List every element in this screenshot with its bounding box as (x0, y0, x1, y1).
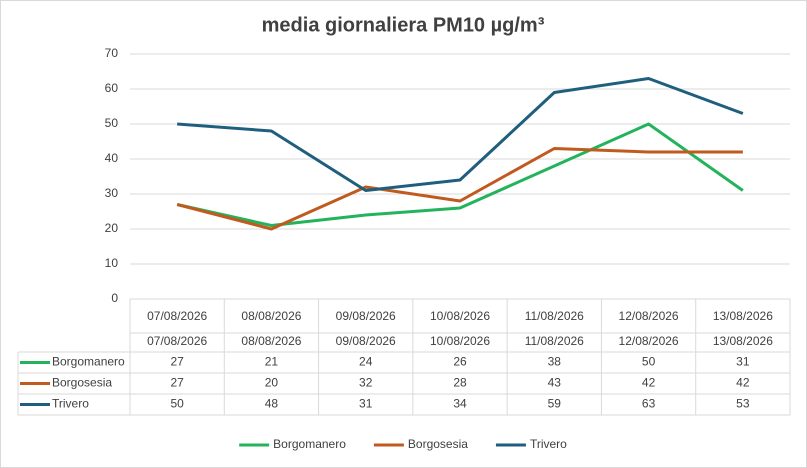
table-cell: 43 (548, 376, 562, 390)
table-cell: 48 (265, 397, 279, 411)
table-cell: 31 (736, 355, 750, 369)
x-tick-label: 11/08/2026 (525, 309, 584, 323)
table-cell: 32 (359, 376, 373, 390)
x-tick-label: 13/08/2026 (713, 309, 773, 323)
table-cell: 59 (548, 397, 562, 411)
table-cell: 27 (170, 376, 184, 390)
chart-title: media giornaliera PM10 µg/m³ (262, 14, 545, 36)
x-tick-label: 09/08/2026 (336, 309, 396, 323)
y-tick-label: 60 (105, 81, 119, 95)
table-header: 12/08/2026 (619, 334, 679, 348)
table-cell: 31 (359, 397, 373, 411)
y-tick-label: 40 (105, 151, 119, 165)
table-header: 11/08/2026 (525, 334, 584, 348)
table-header: 07/08/2026 (147, 334, 207, 348)
table-cell: 50 (170, 397, 184, 411)
y-tick-label: 50 (105, 116, 119, 130)
table-row-label: Borgosesia (52, 376, 112, 390)
x-tick-label: 07/08/2026 (147, 309, 207, 323)
legend-label: Borgomanero (273, 437, 346, 451)
y-tick-label: 70 (105, 46, 119, 60)
table-cell: 42 (642, 376, 656, 390)
legend-label: Borgosesia (408, 437, 468, 451)
table-header: 10/08/2026 (430, 334, 490, 348)
table-cell: 50 (642, 355, 656, 369)
x-tick-label: 10/08/2026 (430, 309, 490, 323)
table-cell: 27 (170, 355, 184, 369)
x-tick-label: 08/08/2026 (241, 309, 301, 323)
x-tick-label: 12/08/2026 (619, 309, 679, 323)
table-cell: 53 (736, 397, 750, 411)
y-tick-label: 10 (105, 256, 119, 270)
table-header: 13/08/2026 (713, 334, 773, 348)
table-cell: 28 (453, 376, 467, 390)
table-cell: 42 (736, 376, 750, 390)
series-line (176, 147, 743, 231)
table-cell: 24 (359, 355, 373, 369)
table-cell: 21 (265, 355, 279, 369)
table-cell: 20 (265, 376, 279, 390)
table-cell: 34 (453, 397, 467, 411)
table-cell: 38 (548, 355, 562, 369)
series-line (176, 122, 744, 227)
y-tick-label: 20 (105, 221, 119, 235)
y-tick-label: 30 (105, 186, 119, 200)
y-tick-label: 0 (111, 291, 118, 305)
table-header: 08/08/2026 (241, 334, 301, 348)
table-row-label: Borgomanero (52, 355, 125, 369)
series-line (177, 77, 744, 192)
legend-label: Trivero (530, 437, 567, 451)
table-header: 09/08/2026 (336, 334, 396, 348)
table-cell: 63 (642, 397, 656, 411)
table-row-label: Trivero (52, 397, 89, 411)
table-cell: 26 (453, 355, 467, 369)
